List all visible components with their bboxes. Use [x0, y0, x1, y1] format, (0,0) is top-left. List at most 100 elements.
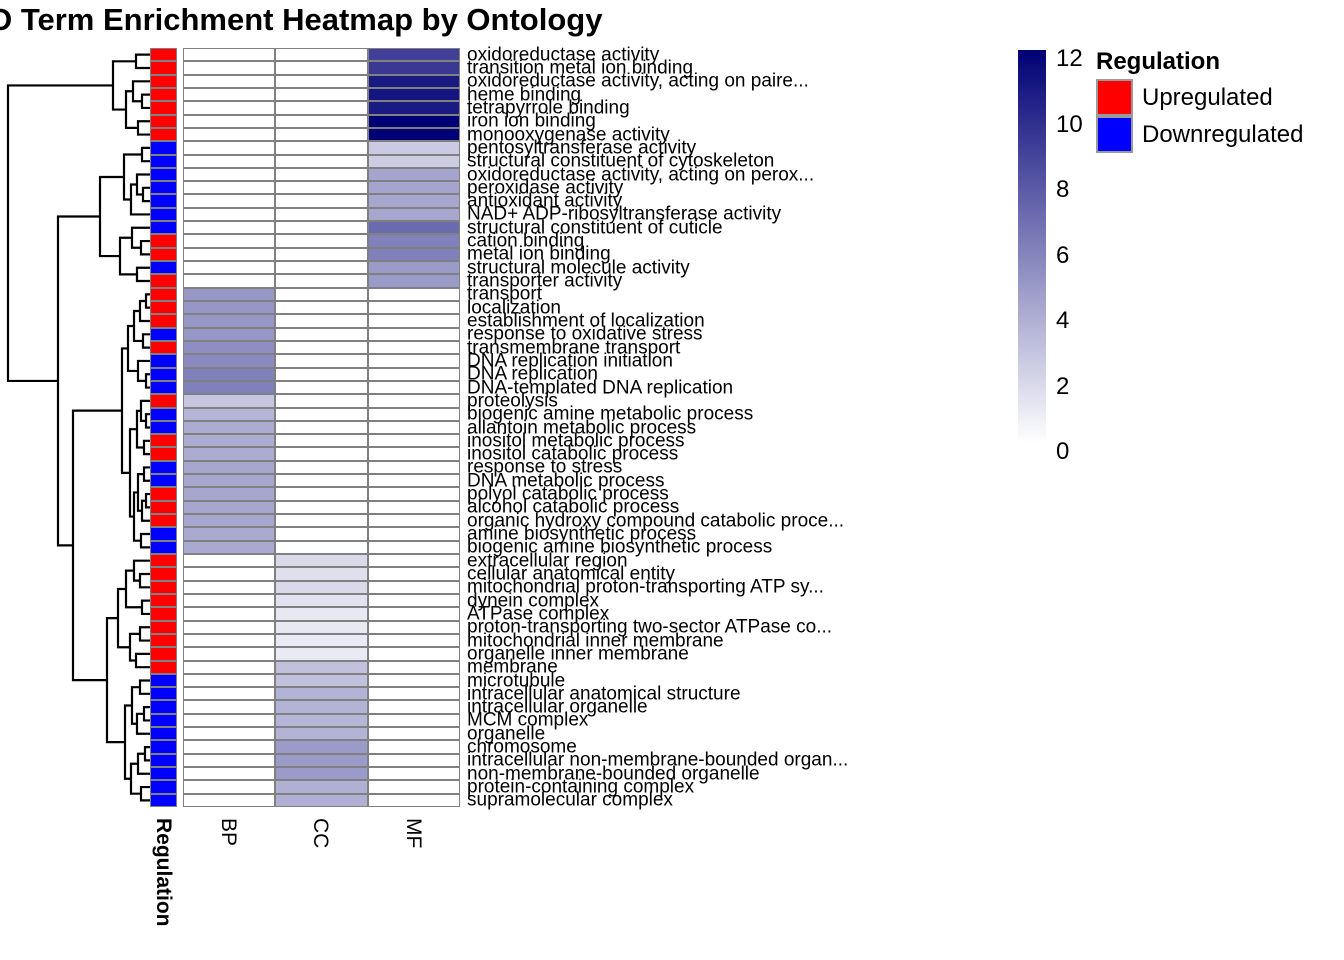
row-label: extracellular region	[467, 550, 628, 572]
heatmap-cell	[367, 500, 460, 515]
row-label: oxidoreductase activity	[467, 44, 660, 66]
heatmap-cell	[367, 673, 460, 688]
heatmap-cell	[275, 713, 368, 728]
heatmap-cell	[275, 660, 368, 674]
heatmap-cell	[183, 700, 276, 714]
heatmap-cell	[367, 181, 460, 195]
regulation-annotation-cell	[150, 287, 177, 301]
heatmap-cell	[367, 194, 460, 208]
row-label: transition metal ion binding	[467, 57, 694, 79]
heatmap-cell	[367, 380, 460, 395]
heatmap-cell	[275, 221, 368, 235]
row-label: oxidoreductase activity, acting on perox…	[467, 164, 815, 185]
heatmap-cell	[367, 487, 460, 501]
heatmap-cell	[275, 194, 368, 208]
heatmap-cell	[275, 407, 368, 421]
heatmap-cell	[275, 354, 368, 368]
heatmap-cell	[367, 74, 460, 88]
heatmap-cell	[275, 687, 368, 701]
regulation-annotation-cell	[150, 767, 177, 781]
heatmap-cell	[367, 447, 460, 461]
row-label: organelle inner membrane	[467, 643, 689, 665]
row-label: proteolysis	[467, 390, 558, 412]
regulation-annotation-cell	[150, 207, 177, 222]
regulation-annotation-cell	[150, 474, 177, 488]
regulation-annotation-cell	[150, 407, 177, 421]
regulation-annotation-cell	[150, 780, 177, 794]
heatmap-cell	[275, 154, 368, 168]
regulation-annotation-cell	[150, 114, 177, 128]
regulation-annotation-cell	[150, 434, 177, 448]
heatmap-cell	[367, 727, 460, 741]
heatmap-cell	[183, 181, 276, 195]
heatmap-cell	[367, 793, 460, 807]
row-label: DNA replication	[467, 363, 598, 385]
heatmap-cell	[275, 740, 368, 754]
row-label: dynein complex	[467, 590, 600, 612]
column-label-bp: BP	[217, 818, 241, 847]
heatmap-cell	[183, 207, 276, 222]
regulation-annotation-cell	[150, 154, 177, 168]
heatmap-cell	[367, 647, 460, 661]
row-label: DNA replication initiation	[467, 350, 673, 372]
regulation-annotation-cell	[150, 660, 177, 674]
colorbar-tick-label: 4	[1056, 307, 1070, 334]
row-label: cation binding	[467, 230, 585, 252]
heatmap-cell	[367, 261, 460, 275]
row-label: mitochondrial inner membrane	[467, 630, 724, 652]
row-label: supramolecular complex	[467, 789, 673, 811]
regulation-annotation-cell	[150, 141, 177, 155]
heatmap-cell	[275, 314, 368, 328]
heatmap-cell	[367, 527, 460, 541]
regulation-annotation-cell	[150, 620, 177, 634]
row-label: biogenic amine biosynthetic process	[467, 536, 773, 558]
heatmap-cell	[275, 647, 368, 661]
heatmap-cell	[367, 367, 460, 381]
row-label: proton-transporting two-sector ATPase co…	[467, 616, 833, 638]
heatmap-cell	[183, 167, 276, 182]
regulation-annotation-cell	[150, 500, 177, 515]
colorbar-gradient	[1018, 50, 1046, 443]
row-label: tetrapyrrole binding	[467, 97, 630, 119]
row-label: DNA-templated DNA replication	[467, 377, 734, 399]
row-label: mitochondrial proton-transporting ATP sy…	[467, 576, 824, 598]
regulation-annotation-cell	[150, 633, 177, 648]
row-label: organelle	[467, 723, 546, 745]
heatmap-cell	[275, 127, 368, 142]
heatmap-cell	[275, 74, 368, 88]
heatmap-cell	[183, 487, 276, 501]
row-label: MCM complex	[467, 709, 589, 731]
heatmap-cell	[275, 367, 368, 381]
row-label: DNA metabolic process	[467, 470, 665, 492]
row-label: cellular anatomical entity	[467, 563, 676, 585]
heatmap-cell	[275, 767, 368, 781]
heatmap-cell	[183, 420, 276, 435]
regulation-legend-title: Regulation	[1096, 48, 1220, 75]
heatmap-cell	[183, 767, 276, 781]
heatmap-cell	[183, 48, 276, 62]
heatmap-cell	[367, 87, 460, 102]
heatmap-cell	[183, 367, 276, 381]
heatmap-cell	[183, 647, 276, 661]
row-label: membrane	[467, 656, 558, 678]
heatmap-cell	[183, 540, 276, 554]
regulation-annotation-cell	[150, 327, 177, 341]
heatmap-cell	[183, 61, 276, 75]
regulation-annotation-cell	[150, 713, 177, 728]
heatmap-cell	[367, 114, 460, 128]
heatmap-cell	[183, 327, 276, 341]
regulation-annotation-cell	[150, 247, 177, 262]
heatmap-cell	[367, 593, 460, 608]
row-label: response to stress	[467, 456, 623, 478]
row-label: non-membrane-bounded organelle	[467, 763, 760, 785]
row-label: amine biosynthetic process	[467, 523, 697, 545]
row-label: iron ion binding	[467, 110, 596, 132]
heatmap-cell	[275, 567, 368, 581]
heatmap-cell	[183, 87, 276, 102]
heatmap-cell	[275, 487, 368, 501]
heatmap-cell	[275, 48, 368, 62]
regulation-annotation-cell	[150, 340, 177, 355]
heatmap-cell	[183, 194, 276, 208]
heatmap-cell	[367, 554, 460, 568]
row-label: protein-containing complex	[467, 776, 695, 798]
